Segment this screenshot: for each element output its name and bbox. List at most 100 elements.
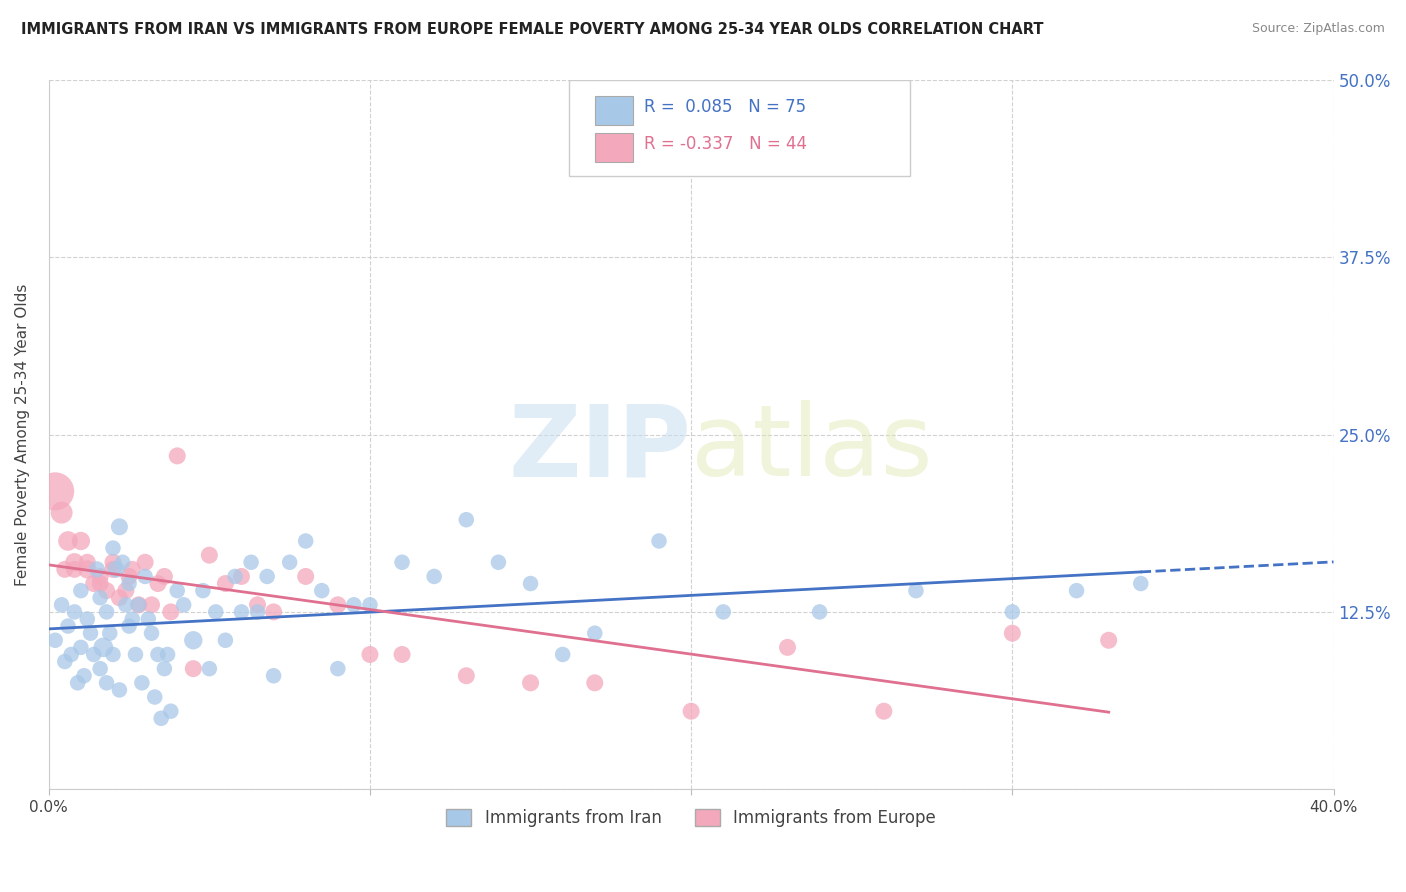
Text: Source: ZipAtlas.com: Source: ZipAtlas.com xyxy=(1251,22,1385,36)
Point xyxy=(181,633,204,648)
Point xyxy=(294,533,316,548)
Point xyxy=(114,598,136,612)
Point xyxy=(146,576,169,591)
Point xyxy=(173,598,195,612)
Point xyxy=(51,506,73,520)
Point xyxy=(423,569,446,583)
Point xyxy=(1098,633,1121,648)
Point xyxy=(86,562,108,576)
Point xyxy=(83,576,105,591)
Y-axis label: Female Poverty Among 25-34 Year Olds: Female Poverty Among 25-34 Year Olds xyxy=(15,284,30,586)
Point xyxy=(326,598,349,612)
Point xyxy=(583,676,606,690)
Point xyxy=(153,569,176,583)
Point xyxy=(551,648,574,662)
Point xyxy=(153,662,176,676)
Point xyxy=(583,626,606,640)
Text: IMMIGRANTS FROM IRAN VS IMMIGRANTS FROM EUROPE FEMALE POVERTY AMONG 25-34 YEAR O: IMMIGRANTS FROM IRAN VS IMMIGRANTS FROM … xyxy=(21,22,1043,37)
Point xyxy=(519,576,541,591)
Point xyxy=(96,676,118,690)
Point xyxy=(96,605,118,619)
Point xyxy=(70,583,93,598)
Point xyxy=(391,648,413,662)
Point xyxy=(51,598,73,612)
Point xyxy=(76,562,98,576)
Point xyxy=(326,662,349,676)
Point xyxy=(648,533,671,548)
Point xyxy=(131,676,153,690)
Text: R = -0.337   N = 44: R = -0.337 N = 44 xyxy=(644,135,807,153)
Point xyxy=(776,640,799,655)
Point xyxy=(63,555,86,569)
Text: R =  0.085   N = 75: R = 0.085 N = 75 xyxy=(644,98,806,116)
Point xyxy=(101,648,124,662)
Point xyxy=(214,576,236,591)
Point xyxy=(263,669,285,683)
Point xyxy=(70,533,93,548)
Point xyxy=(134,555,156,569)
Point xyxy=(519,676,541,690)
Point xyxy=(63,562,86,576)
Point xyxy=(98,626,121,640)
Point xyxy=(118,569,141,583)
Point xyxy=(246,605,269,619)
Point xyxy=(343,598,366,612)
Point xyxy=(101,562,124,576)
Point xyxy=(391,555,413,569)
Point xyxy=(711,605,734,619)
Point xyxy=(278,555,301,569)
Point xyxy=(231,605,253,619)
Point xyxy=(1129,576,1152,591)
Text: ZIP: ZIP xyxy=(508,401,692,497)
Point xyxy=(105,562,128,576)
Point xyxy=(89,569,111,583)
Point xyxy=(44,484,66,499)
Point xyxy=(141,626,163,640)
Point xyxy=(56,619,79,633)
Point xyxy=(44,633,66,648)
Point xyxy=(156,648,179,662)
Point xyxy=(873,704,896,718)
Point xyxy=(198,548,221,562)
Point xyxy=(214,633,236,648)
Point xyxy=(141,598,163,612)
Point xyxy=(359,598,381,612)
Point xyxy=(166,583,188,598)
Point xyxy=(246,598,269,612)
Point xyxy=(181,662,204,676)
Point xyxy=(66,676,89,690)
Point xyxy=(128,598,150,612)
Point xyxy=(108,682,131,697)
Point xyxy=(114,583,136,598)
Point xyxy=(166,449,188,463)
Point xyxy=(486,555,509,569)
Point xyxy=(143,690,166,704)
Point xyxy=(101,555,124,569)
Point xyxy=(263,605,285,619)
Point xyxy=(456,513,478,527)
Point xyxy=(136,612,159,626)
Point xyxy=(224,569,246,583)
Point xyxy=(121,562,143,576)
Point xyxy=(191,583,214,598)
Point xyxy=(76,555,98,569)
Point xyxy=(904,583,927,598)
Point xyxy=(83,648,105,662)
Point xyxy=(108,520,131,534)
Point xyxy=(456,669,478,683)
Point xyxy=(681,704,703,718)
Point xyxy=(128,598,150,612)
Point xyxy=(89,591,111,605)
Point xyxy=(198,662,221,676)
Point xyxy=(231,569,253,583)
Point xyxy=(60,648,83,662)
Point xyxy=(808,605,831,619)
Text: atlas: atlas xyxy=(692,401,932,497)
Point xyxy=(79,626,101,640)
Point xyxy=(118,576,141,591)
Point xyxy=(240,555,263,569)
Point xyxy=(359,648,381,662)
FancyBboxPatch shape xyxy=(569,80,910,176)
Point xyxy=(294,569,316,583)
Point xyxy=(73,669,96,683)
